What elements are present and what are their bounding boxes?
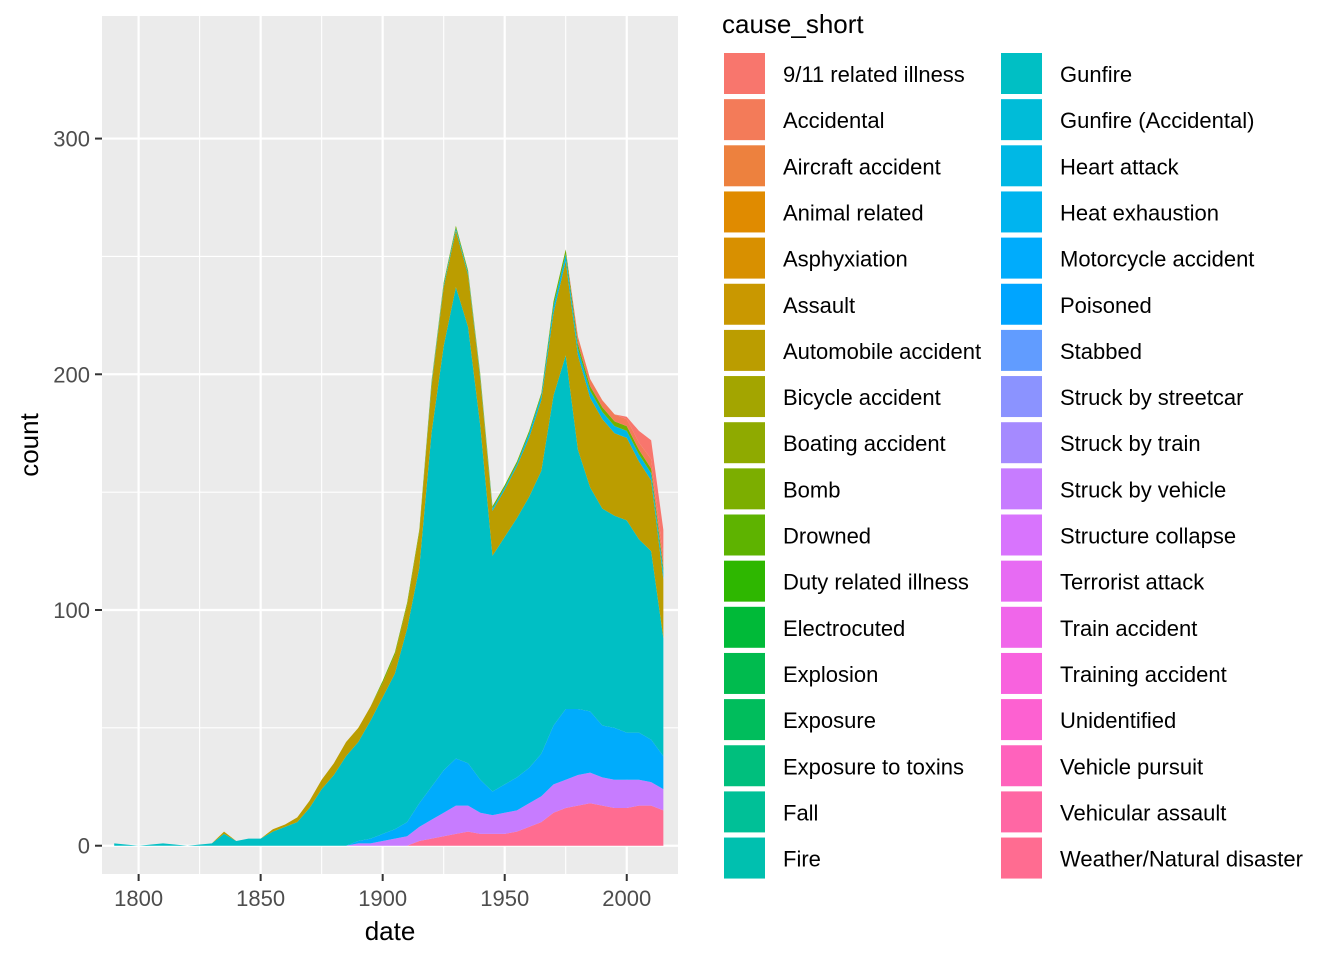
x-tick-label: 1950: [480, 886, 529, 911]
legend-label: Exposure: [783, 708, 876, 733]
legend-swatch: [999, 512, 1044, 558]
legend-label: Aircraft accident: [783, 154, 941, 179]
legend-swatch: [722, 697, 767, 743]
x-tick-label: 2000: [602, 886, 651, 911]
legend-swatch: [999, 743, 1044, 789]
legend-label: Struck by streetcar: [1060, 385, 1243, 410]
legend-swatch: [999, 466, 1044, 512]
legend-label: Bicycle accident: [783, 385, 941, 410]
legend-swatch: [722, 789, 767, 835]
legend-swatch: [722, 558, 767, 604]
legend-label: Struck by train: [1060, 431, 1201, 456]
legend-swatch: [999, 327, 1044, 373]
area-series-gunfire: [114, 287, 664, 846]
x-tick-label: 1850: [236, 886, 285, 911]
legend-label: 9/11 related illness: [783, 62, 965, 87]
legend-swatch: [722, 235, 767, 281]
legend-swatch: [722, 420, 767, 466]
area-series-motorcycle-accident: [114, 709, 664, 846]
legend-label: Struck by vehicle: [1060, 477, 1226, 502]
legend-label: Automobile accident: [783, 339, 981, 364]
legend-label: Explosion: [783, 662, 878, 687]
legend-swatch: [999, 420, 1044, 466]
legend-label: Heat exhaustion: [1060, 200, 1219, 225]
y-axis-ticks: 0 100 200 300: [53, 127, 102, 859]
legend-label: Unidentified: [1060, 708, 1176, 733]
legend-label: Exposure to toxins: [783, 754, 964, 779]
legend-swatch: [722, 650, 767, 696]
legend-swatch: [999, 604, 1044, 650]
legend-label: Assault: [783, 293, 855, 318]
legend-swatch: [999, 51, 1044, 96]
legend-swatch: [722, 51, 767, 96]
legend-swatch: [722, 143, 767, 189]
legend-label: Training accident: [1060, 662, 1227, 687]
legend-label: Weather/Natural disaster: [1060, 847, 1303, 872]
legend-swatch: [722, 97, 767, 143]
legend-swatch: [999, 374, 1044, 420]
legend-swatch: [999, 189, 1044, 235]
legend-swatch: [722, 604, 767, 650]
y-tick-label: 0: [78, 834, 90, 859]
legend-swatch: [999, 235, 1044, 281]
legend-swatch: [999, 789, 1044, 835]
legend-label: Vehicle pursuit: [1060, 754, 1203, 779]
legend-swatch: [722, 281, 767, 327]
area-layer: [114, 225, 664, 846]
legend-label: Accidental: [783, 108, 885, 133]
legend-label: Electrocuted: [783, 616, 905, 641]
legend-label: Fire: [783, 847, 821, 872]
legend-label: Animal related: [783, 200, 924, 225]
legend-label: Vehicular assault: [1060, 800, 1226, 825]
legend-label: Fall: [783, 800, 818, 825]
x-axis-ticks: 1800 1850 1900 1950 2000: [114, 874, 651, 911]
legend-label: Drowned: [783, 524, 871, 549]
y-axis-title: count: [14, 412, 44, 476]
legend-swatch: [722, 743, 767, 789]
legend-swatch: [722, 466, 767, 512]
legend-label: Boating accident: [783, 431, 946, 456]
legend: 9/11 related illness Accidental Aircraft a…: [722, 51, 1303, 881]
legend-label: Asphyxiation: [783, 247, 908, 272]
legend-label: Structure collapse: [1060, 524, 1236, 549]
legend-swatch: [999, 281, 1044, 327]
legend-label: Motorcycle accident: [1060, 247, 1254, 272]
legend-title: cause_short: [722, 9, 864, 39]
legend-label: Stabbed: [1060, 339, 1142, 364]
x-tick-label: 1800: [114, 886, 163, 911]
legend-label: Duty related illness: [783, 570, 969, 595]
y-tick-label: 200: [53, 362, 90, 387]
area-series-struck-by-vehicle: [114, 772, 664, 846]
legend-swatch: [999, 835, 1044, 881]
legend-swatch: [999, 697, 1044, 743]
x-tick-label: 1900: [358, 886, 407, 911]
legend-swatch: [999, 558, 1044, 604]
legend-swatch: [999, 650, 1044, 696]
area-series-weather-natural-disaster: [114, 803, 664, 846]
legend-label: Gunfire: [1060, 62, 1132, 87]
x-axis-title: date: [365, 916, 416, 946]
y-tick-label: 300: [53, 127, 90, 152]
legend-swatch: [722, 189, 767, 235]
legend-label: Heart attack: [1060, 154, 1180, 179]
legend-label: Gunfire (Accidental): [1060, 108, 1254, 133]
legend-swatch: [722, 374, 767, 420]
legend-label: Terrorist attack: [1060, 570, 1205, 595]
legend-swatch: [722, 327, 767, 373]
legend-label: Bomb: [783, 477, 840, 502]
legend-swatch: [722, 512, 767, 558]
legend-swatch: [999, 143, 1044, 189]
legend-swatch: [999, 97, 1044, 143]
y-tick-label: 100: [53, 598, 90, 623]
legend-swatch: [722, 835, 767, 881]
legend-label: Train accident: [1060, 616, 1197, 641]
legend-label: Poisoned: [1060, 293, 1152, 318]
